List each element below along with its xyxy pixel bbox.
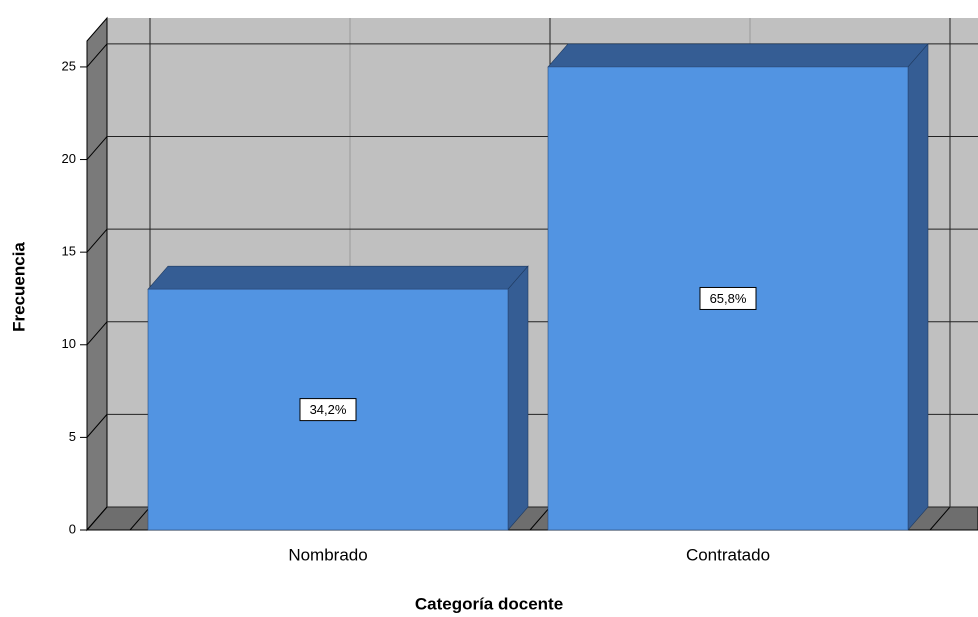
y-tick-label: 15 xyxy=(62,244,76,259)
grid-line-side xyxy=(86,136,108,160)
y-tick-label: 10 xyxy=(62,336,76,351)
grid-line-side xyxy=(86,506,108,531)
data-label-box xyxy=(699,286,757,310)
data-label: 65,8% xyxy=(710,291,747,306)
data-label: 34,2% xyxy=(310,402,347,417)
y-tick-label: 20 xyxy=(62,151,76,166)
y-axis-label: Frecuencia xyxy=(9,242,28,332)
grid-line-side xyxy=(86,228,108,253)
y-tick-label: 0 xyxy=(69,521,76,536)
floor-divider xyxy=(529,506,551,531)
data-label-box xyxy=(299,398,357,422)
grid-line-side xyxy=(86,43,108,68)
x-tick-label: Nombrado xyxy=(288,545,367,564)
grid-line-side xyxy=(86,321,108,346)
bar-side xyxy=(507,265,529,531)
floor-divider xyxy=(129,506,151,531)
grid-line-side xyxy=(86,414,108,438)
left-wall xyxy=(86,16,108,532)
x-axis-label: Categoría docente xyxy=(415,594,563,613)
x-tick-label: Contratado xyxy=(686,545,770,564)
bar-top xyxy=(147,265,529,290)
bar-side xyxy=(907,43,929,531)
y-tick-label: 5 xyxy=(69,429,76,444)
y-tick-label: 25 xyxy=(62,58,76,73)
bar-top xyxy=(547,43,929,68)
floor-divider xyxy=(929,506,951,531)
